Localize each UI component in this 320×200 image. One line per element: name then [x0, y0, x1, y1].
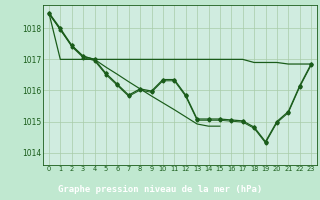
Text: Graphe pression niveau de la mer (hPa): Graphe pression niveau de la mer (hPa) [58, 185, 262, 194]
